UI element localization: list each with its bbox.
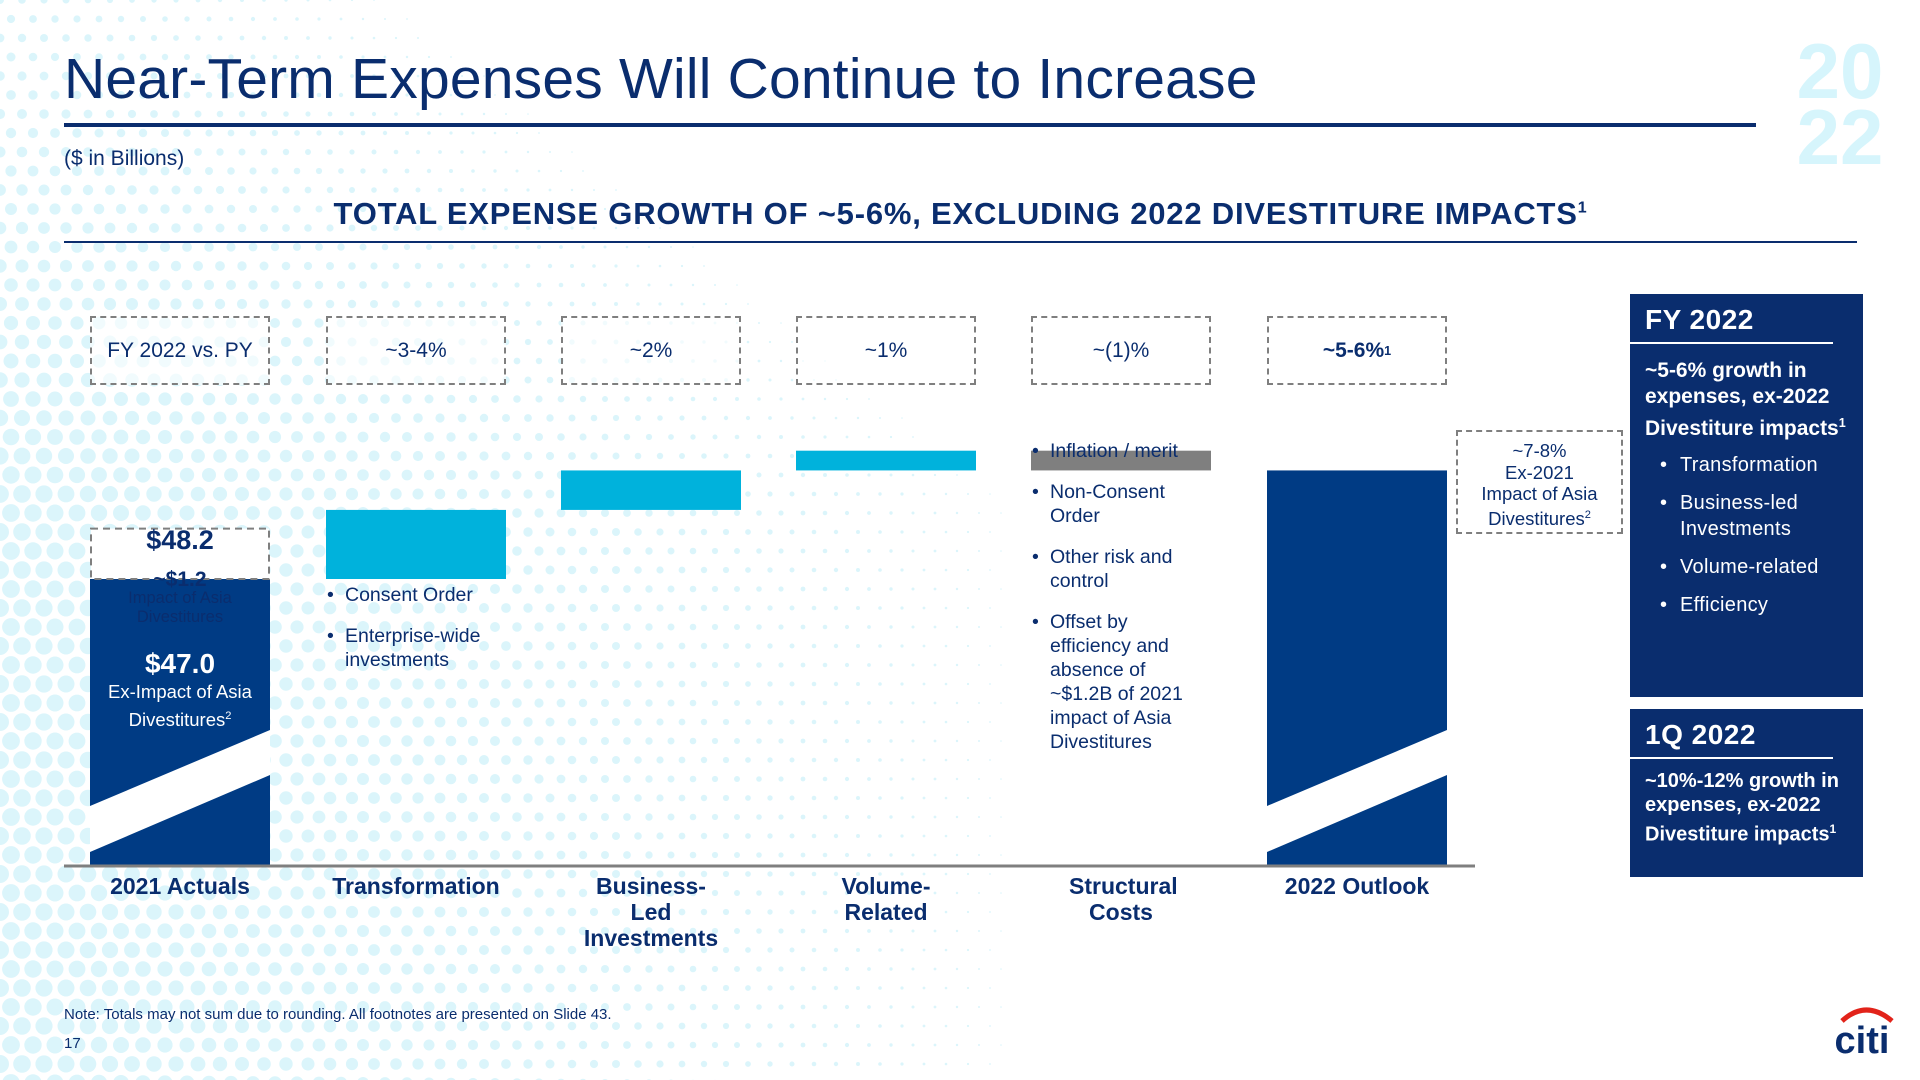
bullet-item: Offset by efficiency and absence of ~$1.… [1032, 610, 1202, 754]
growth-label-outlook-sup: 1 [1384, 343, 1392, 358]
outlook-note-line4-wrap: Divestitures2 [1458, 505, 1621, 530]
q1-panel-body: ~10%-12% growth in expenses, ex-2022 Div… [1630, 759, 1863, 847]
asia-impact-segment: ~$1.2 Impact of Asia Divestitures [90, 568, 270, 627]
headline-footnote: 1 [1577, 199, 1588, 217]
bullet-item: Consent Order [327, 583, 537, 607]
growth-label-structural: ~(1)% [1031, 316, 1211, 385]
fy2022-list-item: Transformation [1660, 452, 1863, 478]
outlook-note-line4: Divestitures [1488, 507, 1585, 529]
asia-impact-value: ~$1.2 [153, 568, 207, 591]
growth-label-volume: ~1% [796, 316, 976, 385]
q1-panel-title: 1Q 2022 [1630, 709, 1833, 759]
ex-impact-value: $47.0 [144, 648, 216, 679]
q1-2022-panel: 1Q 2022 ~10%-12% growth in expenses, ex-… [1630, 709, 1863, 877]
bullet-item: Enterprise-wide investments [327, 624, 537, 672]
watermark-bottom: 22 [1797, 93, 1884, 172]
q1-body-sup: 1 [1829, 822, 1837, 836]
structural-bullets: Inflation / merit Non-Consent Order Othe… [1032, 439, 1202, 771]
growth-label-transformation: ~3-4% [326, 316, 506, 385]
title-divider [64, 123, 1756, 127]
bullet-item: Non-Consent Order [1032, 480, 1202, 528]
footnote-text: Note: Totals may not sum due to rounding… [64, 1006, 612, 1023]
bar-volume-related [796, 450, 976, 471]
ex-impact-segment: $47.0 Ex-Impact of Asia Divestitures2 [90, 648, 270, 732]
watermark-top: 20 [1797, 32, 1884, 115]
fy2022-list-item: Business-led Investments [1660, 490, 1863, 542]
outlook-note-line1: ~7-8% [1512, 440, 1567, 461]
outlook-ex-impact-note: ~7-8% Ex-2021 Impact of Asia Divestiture… [1456, 430, 1623, 534]
headline-text: TOTAL EXPENSE GROWTH OF ~5-6%, EXCLUDING… [333, 196, 1578, 231]
page-number: 17 [64, 1035, 81, 1052]
growth-label-outlook: ~5-6% 1 [1267, 316, 1447, 385]
fy2022-panel-title: FY 2022 [1630, 294, 1833, 344]
fy2022-body-text: ~5-6% growth in expenses, ex-2022 Divest… [1645, 359, 1839, 440]
asia-impact-caption: Impact of Asia Divestitures [128, 589, 232, 626]
category-label-outlook: 2022 Outlook [1284, 873, 1430, 899]
headline-divider [64, 241, 1857, 243]
ex-impact-caption-wrap: Ex-Impact of Asia Divestitures2 [90, 680, 270, 732]
bullet-item: Other risk and control [1032, 545, 1202, 593]
category-label-volume: Volume-Related [841, 873, 931, 925]
bar-2021-asia-impact [90, 527, 270, 580]
fy2022-panel-body: ~5-6% growth in expenses, ex-2022 Divest… [1630, 344, 1863, 442]
fy2022-body-sup: 1 [1838, 416, 1846, 430]
fy2022-panel-list: Transformation Business-led Investments … [1630, 452, 1863, 618]
fy2022-list-item: Volume-related [1660, 554, 1863, 580]
axis-break-stripe-2022 [1267, 730, 1447, 852]
ex-impact-sup: 2 [225, 710, 232, 722]
bullet-item: Inflation / merit [1032, 439, 1202, 463]
ex-impact-caption: Ex-Impact of Asia Divestitures [108, 681, 252, 731]
citi-logo-icon: citi [1835, 1007, 1894, 1058]
citi-wordmark: citi [1835, 1020, 1890, 1058]
fy2022-list-item: Efficiency [1660, 592, 1863, 618]
row-header-box: FY 2022 vs. PY [90, 316, 270, 385]
outlook-note-line2: Ex-2021 [1505, 461, 1574, 483]
page-title: Near-Term Expenses Will Continue to Incr… [64, 47, 1258, 111]
transformation-bullets: Consent Order Enterprise-wide investment… [327, 583, 537, 689]
outlook-note-sup: 2 [1584, 508, 1591, 521]
outlook-note-line3: Impact of Asia [1481, 483, 1598, 504]
axis-break-stripe-2021 [90, 730, 270, 852]
chart-headline: TOTAL EXPENSE GROWTH OF ~5-6%, EXCLUDING… [64, 196, 1857, 232]
fy2022-panel: FY 2022 ~5-6% growth in expenses, ex-202… [1630, 294, 1863, 697]
category-label-structural: Structural Costs [1069, 873, 1178, 925]
growth-label-business-led: ~2% [561, 316, 741, 385]
q1-body-text: ~10%-12% growth in expenses, ex-2022 Div… [1645, 770, 1839, 846]
base-total-label: $48.2 [146, 525, 214, 555]
category-label-transformation: Transformation [332, 873, 500, 899]
bar-business-led [561, 470, 741, 510]
growth-label-outlook-text: ~5-6% [1322, 338, 1385, 362]
bar-transformation [326, 509, 506, 579]
category-label-business-led: Business-Led Investments [583, 873, 719, 951]
category-label-2021-actuals: 2021 Actuals [110, 873, 250, 899]
year-2022-watermark-icon: 20 22 [1797, 32, 1884, 172]
units-label: ($ in Billions) [64, 147, 185, 170]
